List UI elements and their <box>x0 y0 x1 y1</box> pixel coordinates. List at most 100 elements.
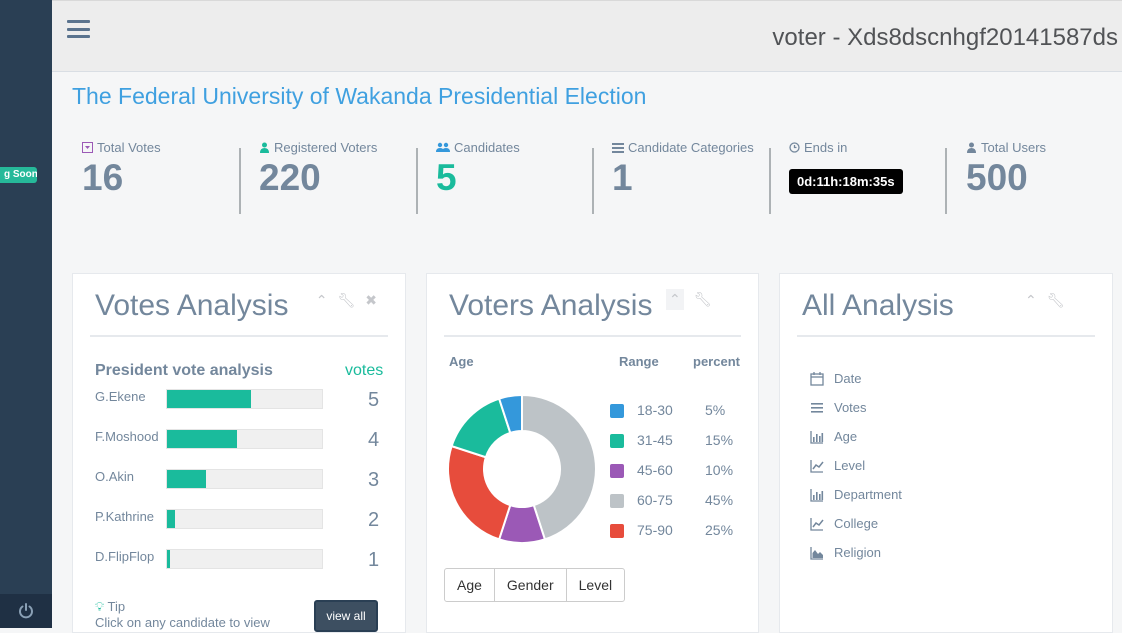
logout-button[interactable] <box>0 594 52 628</box>
analysis-item-label: Level <box>834 458 866 473</box>
vote-bar-track <box>166 509 323 529</box>
candidate-name: P.Kathrine <box>95 509 155 524</box>
stat-label: Candidates <box>454 140 520 155</box>
vote-box-icon <box>82 142 93 153</box>
legend-range: 60-75 <box>637 492 673 508</box>
wrench-icon[interactable]: 🔧︎ <box>1046 292 1065 308</box>
analysis-item-level[interactable]: Level <box>810 451 902 480</box>
panel-toolbox: ⌃ 🔧︎ ✖ <box>316 292 377 309</box>
close-icon[interactable]: ✖ <box>365 292 377 308</box>
panel-divider <box>797 335 1095 337</box>
analysis-item-department[interactable]: Department <box>810 480 902 509</box>
donut-slice-75-90 <box>447 444 512 541</box>
candidate-row[interactable]: F.Moshood 4 <box>95 426 385 451</box>
analysis-item-label: Date <box>834 371 862 386</box>
voters-filter-tabs: Age Gender Level <box>444 568 626 602</box>
legend-item: 18-30 5% <box>610 401 750 421</box>
legend-swatch <box>610 464 624 478</box>
stat-label: Total Votes <box>97 140 161 155</box>
legend-swatch <box>610 434 624 448</box>
candidate-name: F.Moshood <box>95 429 159 444</box>
analysis-item-college[interactable]: College <box>810 509 902 538</box>
stat-label: Candidate Categories <box>628 140 754 155</box>
analysis-item-label: Department <box>834 487 902 502</box>
donut-slice-18-30 <box>497 394 523 435</box>
stat-divider <box>769 148 771 214</box>
panel-toolbox: ⌃ 🔧︎ <box>666 289 712 310</box>
legend-percent: 45% <box>705 492 734 508</box>
countdown-timer: 0d:11h:18m:35s <box>789 169 903 194</box>
stat-label: Ends in <box>804 140 848 155</box>
all-analysis-panel: All Analysis ⌃ 🔧︎ Date Votes Age Level Depar… <box>779 273 1113 633</box>
age-column-header: Age <box>449 354 474 369</box>
user-account-label[interactable]: voter - Xds8dscnhgf20141587ds <box>772 24 1118 51</box>
legend-percent: 5% <box>705 402 726 418</box>
vote-bar-fill <box>167 510 175 528</box>
tab-level[interactable]: Level <box>578 577 613 593</box>
user-icon <box>260 142 269 153</box>
collapse-icon[interactable]: ⌃ <box>315 292 328 308</box>
analysis-item-label: Votes <box>834 400 867 415</box>
power-icon <box>19 603 33 619</box>
stat-value: 5 <box>436 157 457 198</box>
vote-bar-fill <box>167 390 251 408</box>
list-icon <box>612 142 624 153</box>
legend-swatch <box>610 494 624 508</box>
tab-gender[interactable]: Gender <box>495 569 567 601</box>
legend-percent: 10% <box>705 462 734 478</box>
collapse-icon[interactable]: ⌃ <box>1025 292 1037 308</box>
panel-divider <box>444 335 741 337</box>
stat-label: Registered Voters <box>274 140 378 155</box>
stat-candidates: Candidates 5 <box>436 140 520 215</box>
range-column-header: Range <box>619 354 659 369</box>
analysis-item-religion[interactable]: Religion <box>810 538 902 567</box>
analysis-item-date[interactable]: Date <box>810 364 902 393</box>
panel-divider <box>90 335 388 337</box>
stat-label: Total Users <box>981 140 1047 155</box>
legend-swatch <box>610 524 624 538</box>
stat-total-users: Total Users 500 <box>966 140 1046 215</box>
candidate-row[interactable]: O.Akin 3 <box>95 466 385 491</box>
line-chart-icon <box>810 517 824 531</box>
page-title: The Federal University of Wakanda Presid… <box>72 83 647 109</box>
vote-count: 3 <box>368 469 380 491</box>
vote-analysis-subtitle: President vote analysis <box>95 362 273 379</box>
coming-soon-badge: g Soon <box>0 167 37 183</box>
stat-divider <box>416 148 418 214</box>
tab-age[interactable]: Age <box>445 569 495 601</box>
user-icon <box>967 142 976 153</box>
menu-toggle-icon[interactable] <box>67 20 90 38</box>
tip-block: 💡︎ Tip Click on any candidate to view <box>95 599 270 630</box>
analysis-item-age[interactable]: Age <box>810 422 902 451</box>
wrench-icon[interactable]: 🔧︎ <box>693 291 712 307</box>
panel-title: Votes Analysis <box>95 289 289 322</box>
clock-icon <box>789 142 800 153</box>
line-chart-icon <box>810 459 824 473</box>
candidate-row[interactable]: P.Kathrine 2 <box>95 506 385 531</box>
votes-analysis-panel: Votes Analysis ⌃ 🔧︎ ✖ President vote ana… <box>72 273 406 633</box>
candidate-name: G.Ekene <box>95 389 146 404</box>
bar-chart-icon <box>810 488 824 502</box>
stat-value: 16 <box>82 157 124 198</box>
stats-row: Total Votes 16 Registered Voters 220 Can… <box>72 140 1122 215</box>
analysis-item-label: Age <box>834 429 858 444</box>
stat-value: 1 <box>612 157 633 198</box>
vote-count: 1 <box>368 549 380 571</box>
vote-bar-track <box>166 389 323 409</box>
vote-bar-track <box>166 429 323 449</box>
wrench-icon[interactable]: 🔧︎ <box>337 292 356 308</box>
calendar-icon <box>810 371 824 386</box>
candidate-row[interactable]: D.FlipFlop 1 <box>95 546 385 571</box>
view-all-button[interactable]: view all <box>314 600 378 632</box>
analysis-list: Date Votes Age Level Department College Religi… <box>810 364 902 567</box>
collapse-icon[interactable]: ⌃ <box>666 289 684 310</box>
legend-item: 60-75 45% <box>610 491 750 511</box>
panel-title: Voters Analysis <box>449 289 653 322</box>
stat-value: 500 <box>966 157 1028 198</box>
stat-ends-in: Ends in 0d:11h:18m:35s <box>789 140 903 215</box>
analysis-item-votes[interactable]: Votes <box>810 393 902 422</box>
candidate-row[interactable]: G.Ekene 5 <box>95 386 385 411</box>
vote-bar-track <box>166 469 323 489</box>
tip-text: Click on any candidate to view <box>95 615 270 630</box>
sidebar: g Soon <box>0 0 52 628</box>
